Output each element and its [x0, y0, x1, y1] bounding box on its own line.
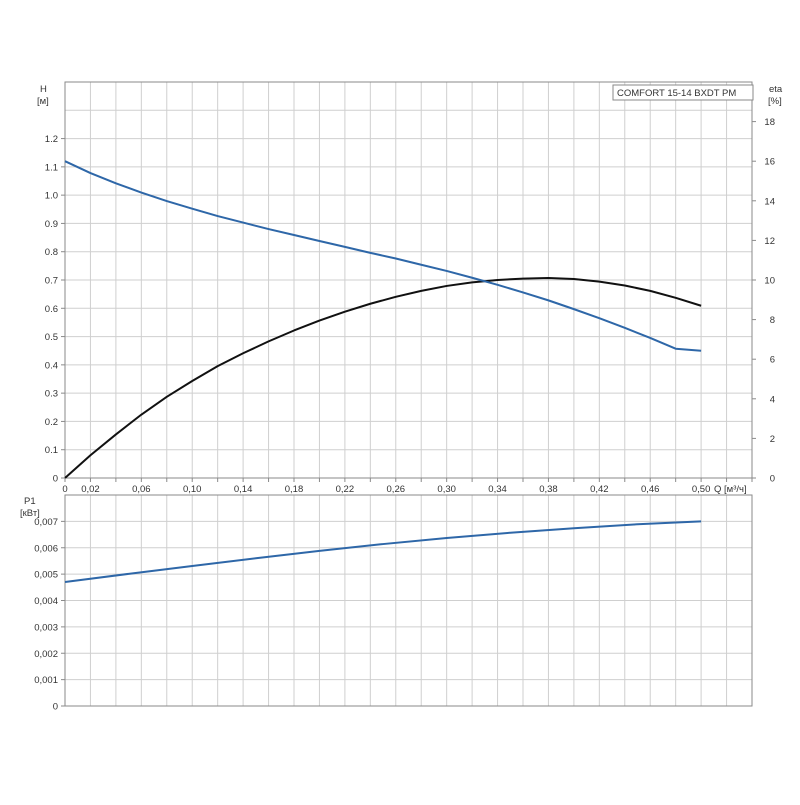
y-left-tick-label: 1.2	[45, 134, 58, 145]
x-tick-label: 0,38	[539, 484, 558, 495]
y-right-tick-label: 10	[764, 276, 775, 287]
y-left-tick-label: 0.1	[45, 445, 58, 456]
y-left-tick-label: 0.4	[45, 360, 58, 371]
power-tick-label: 0,002	[34, 649, 58, 660]
y-left-tick-label: 0	[53, 474, 58, 485]
top-plot-curves	[64, 160, 702, 479]
y-right-tick-label: 18	[764, 117, 775, 128]
y-right-tick-label: 12	[764, 236, 775, 247]
y-left-axis-unit: [м]	[37, 96, 49, 107]
y-right-tick-label: 8	[770, 315, 775, 326]
y-left-tick-label: 0.2	[45, 417, 58, 428]
bottom-plot-grid	[64, 494, 753, 707]
y-right-tick-label: 16	[764, 157, 775, 168]
power-tick-label: 0,004	[34, 596, 58, 607]
y-right-tick-label: 4	[770, 394, 775, 405]
y-left-tick-label: 0.3	[45, 389, 58, 400]
y-right-axis-label: eta	[769, 84, 783, 95]
x-tick-label: 0,46	[641, 484, 660, 495]
y-left-axis-label: H	[40, 84, 47, 95]
legend-frame	[612, 84, 754, 101]
power-tick-label: 0,001	[34, 675, 58, 686]
y-left-tick-label: 1.0	[45, 191, 58, 202]
y-left-tick-label: 1.1	[45, 162, 58, 173]
x-tick-label: 0,42	[590, 484, 609, 495]
x-tick-label: 0,10	[183, 484, 202, 495]
x-tick-label: 0,30	[437, 484, 456, 495]
x-tick-label: 0,14	[234, 484, 253, 495]
power-tick-label: 0,005	[34, 570, 58, 581]
y-right-tick-label: 0	[770, 474, 775, 485]
legend: COMFORT 15-14 BXDT PM	[612, 84, 754, 101]
x-tick-label: 0,18	[285, 484, 304, 495]
y-right-tick-label: 14	[764, 196, 775, 207]
power-tick-label: 0,003	[34, 622, 58, 633]
y-left-tick-label: 0.9	[45, 219, 58, 230]
power-curve	[64, 520, 702, 584]
x-tick-label: 0	[62, 484, 67, 495]
x-tick-label: 0,26	[387, 484, 406, 495]
head-curve	[64, 160, 702, 352]
x-tick-label: 0,50	[692, 484, 711, 495]
top-plot-grid	[64, 81, 753, 479]
power-axis-unit: [кВт]	[20, 508, 40, 519]
top-plot-ticks: 0 0,02 0,06 0,10 0,14 0,18 0,22 0,26 0,30 0,34 0,3…	[45, 117, 775, 495]
y-right-tick-label: 2	[770, 434, 775, 445]
bottom-plot-curves	[64, 520, 702, 584]
y-left-tick-label: 0.8	[45, 247, 58, 258]
legend-label: COMFORT 15-14 BXDT PM	[617, 88, 736, 99]
y-left-tick-label: 0.5	[45, 332, 58, 343]
power-tick-label: 0	[53, 702, 58, 713]
y-right-tick-label: 6	[770, 355, 775, 366]
y-left-tick-label: 0.6	[45, 304, 58, 315]
x-tick-label: 0,34	[488, 484, 507, 495]
x-axis-label: Q [м³/ч]	[714, 484, 747, 495]
x-tick-label: 0,22	[336, 484, 355, 495]
x-tick-label: 0,02	[81, 484, 100, 495]
power-axis-label: P1	[24, 496, 36, 507]
y-right-axis-unit: [%]	[768, 96, 782, 107]
power-tick-label: 0,006	[34, 543, 58, 554]
y-left-tick-label: 0.7	[45, 276, 58, 287]
power-tick-label: 0,007	[34, 517, 58, 528]
efficiency-curve	[64, 277, 702, 479]
bottom-plot-ticks: 0 0,001 0,002 0,003 0,004 0,005 0,006 0,007	[34, 517, 65, 713]
x-tick-label: 0,06	[132, 484, 151, 495]
